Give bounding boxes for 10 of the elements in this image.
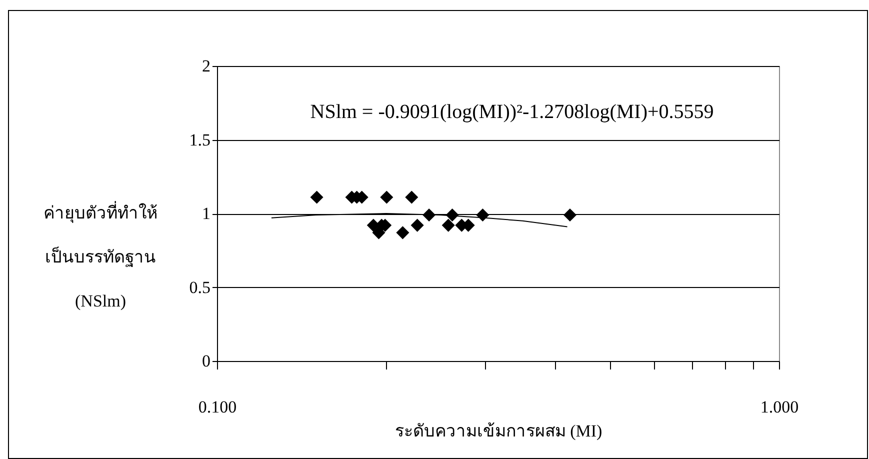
y-tick-label: 1.5 bbox=[189, 130, 210, 150]
text: ค่ายุบตัวที่ทำให้ เป็นบรรทัดฐาน (NSlm) bbox=[44, 204, 158, 310]
y-tick-label: 0 bbox=[202, 352, 210, 370]
x-tick-label: 0.100 bbox=[198, 398, 237, 416]
annotation: NSlm = -0.9091(log(MI))²-1.2708log(MI)+0.5559 bbox=[310, 101, 714, 123]
x-axis-title: ระดับความเข้มการผสม (MI) bbox=[394, 422, 602, 440]
y-tick-label: 1 bbox=[202, 204, 210, 223]
y-tick-label: 2 bbox=[202, 56, 210, 76]
x-tick-label: 1.000 bbox=[760, 398, 799, 416]
y-tick-label: 0.5 bbox=[189, 278, 210, 297]
